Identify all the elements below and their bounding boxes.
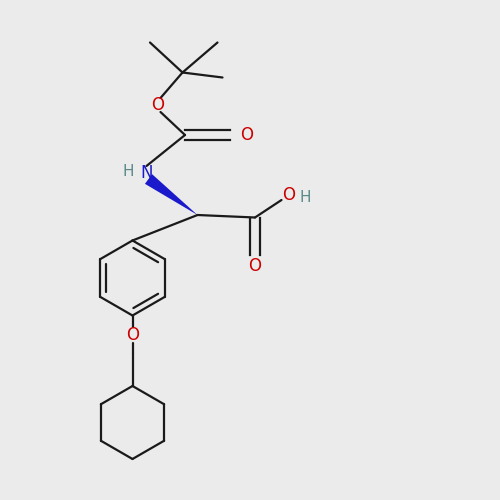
Text: O: O <box>240 126 253 144</box>
Text: O: O <box>151 96 164 114</box>
Text: O: O <box>126 326 139 344</box>
Text: N: N <box>140 164 153 182</box>
Text: H: H <box>300 190 311 204</box>
Text: O: O <box>248 257 262 275</box>
Polygon shape <box>145 174 198 215</box>
Text: O: O <box>282 186 296 204</box>
Text: H: H <box>122 164 134 180</box>
